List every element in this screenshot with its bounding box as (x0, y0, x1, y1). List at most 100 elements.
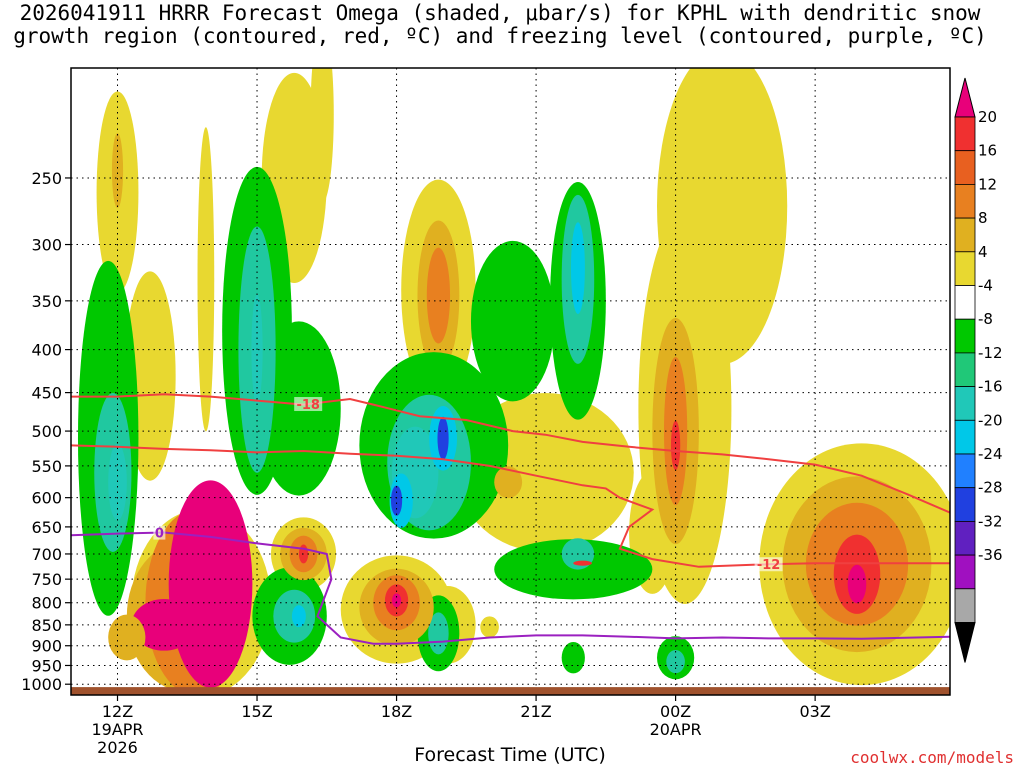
colorbar-label-11: -28 (978, 479, 1003, 497)
plot-frame (70, 67, 951, 696)
colorbar-label-9: -20 (978, 411, 1003, 429)
omega-region-51 (168, 480, 253, 688)
x-tick-date-12Z: 19APR (91, 720, 143, 739)
omega-region-63 (670, 420, 681, 471)
title-line-2: growth region (contoured, red, ºC) and f… (13, 24, 987, 48)
colorbar-swatch-12 (954, 487, 976, 522)
colorbar-label-13: -36 (978, 546, 1003, 564)
chart-title: 2026041911 HRRR Forecast Omega (shaded, … (0, 2, 1000, 48)
omega-region-21 (108, 443, 127, 521)
x-tick-label-15Z: 15Z (241, 702, 272, 721)
colorbar-label-0: 20 (978, 108, 997, 126)
colorbar-label-2: 12 (978, 175, 997, 193)
x-axis-label: Forecast Time (UTC) (414, 744, 606, 766)
dgz-contour-0-label-bg (294, 397, 323, 412)
omega-region-1 (111, 133, 124, 208)
colorbar-swatch-11 (954, 453, 976, 489)
omega-region-8 (426, 247, 451, 344)
dgz-contour-0-label: -18 (296, 398, 320, 413)
omega-region-67 (847, 564, 867, 604)
omega-region-47 (666, 649, 685, 674)
colorbar-top-arrow (954, 77, 976, 118)
omega-region-43 (428, 612, 449, 655)
dgz-contour-1-label: -12 (757, 558, 781, 573)
source-credit: coolwx.com/models (850, 748, 1014, 767)
y-tick-label-750: 750 (31, 570, 62, 589)
colorbar-label-4: 4 (978, 243, 988, 261)
omega-region-68 (494, 466, 523, 499)
y-axis: 250 300 350 400 450 500 550 600 650 700 750 800 850 9… (21, 169, 71, 694)
colorbar-swatch-14 (954, 554, 976, 590)
colorbar-label-1: 16 (978, 142, 997, 160)
x-tick-year-12Z: 2026 (97, 738, 138, 757)
x-tick-label-00Z: 00Z (660, 702, 691, 721)
y-tick-label-850: 850 (31, 616, 62, 635)
y-tick-label-800: 800 (31, 594, 62, 613)
y-tick-label-450: 450 (31, 384, 62, 403)
freezing-contour-0-label: 0 (155, 527, 164, 542)
colorbar-label-8: -16 (978, 378, 1003, 396)
x-tick-label-12Z: 12Z (102, 702, 133, 721)
dgz-contour-1-label-bg (754, 557, 783, 572)
dgz-contour-0 (71, 393, 950, 514)
colorbar-swatch-4 (954, 217, 976, 253)
y-tick-label-500: 500 (31, 422, 62, 441)
ground-surface (71, 687, 950, 695)
title-line-1: 2026041911 HRRR Forecast Omega (shaded, … (19, 1, 981, 25)
colorbar-label-6: -8 (978, 310, 993, 328)
omega-region-53 (108, 614, 146, 661)
colorbar-label-5: -4 (978, 277, 993, 295)
y-tick-label-700: 700 (31, 545, 62, 564)
colorbar-swatch-8 (954, 352, 976, 387)
x-tick-label-21Z: 21Z (520, 702, 551, 721)
colorbar-label-10: -24 (978, 445, 1003, 463)
y-tick-label-400: 400 (31, 341, 62, 360)
colorbar-swatch-5 (954, 251, 976, 286)
y-tick-label-900: 900 (31, 637, 62, 656)
y-tick-label-300: 300 (31, 236, 62, 255)
y-tick-label-650: 650 (31, 518, 62, 537)
dgz-contour-1 (71, 444, 950, 568)
omega-region-69 (573, 560, 592, 566)
omega-region-5 (310, 68, 334, 203)
colorbar-swatch-13 (954, 521, 976, 556)
colorbar-bottom-arrow (954, 622, 976, 663)
colorbar-label-12: -32 (978, 512, 1003, 530)
omega-region-36 (570, 222, 585, 314)
omega-region-31 (390, 485, 403, 516)
omega-region-52 (131, 599, 197, 651)
y-tick-label-550: 550 (31, 457, 62, 476)
colorbar-swatch-9 (954, 386, 976, 421)
y-tick-label-950: 950 (31, 656, 62, 675)
omega-region-17 (480, 616, 499, 638)
colorbar: 20 16 12 8 4 -4 -8 -12 -16 -20 -24 -28 -32 -36 (954, 77, 1003, 663)
freezing-contour-0 (71, 531, 950, 645)
omega-region-33 (437, 416, 449, 460)
omega-region-3 (197, 127, 215, 432)
x-tick-date-00Z: 20APR (650, 720, 702, 739)
contours: -18 -12 0 (71, 393, 950, 645)
colorbar-swatch-2 (954, 150, 976, 185)
colorbar-swatch-15 (954, 588, 976, 623)
colorbar-swatch-6 (954, 285, 976, 320)
colorbar-swatch-1 (954, 116, 976, 152)
colorbar-label-7: -12 (978, 344, 1003, 362)
omega-region-41 (291, 605, 306, 628)
y-tick-label-1000: 1000 (21, 675, 62, 694)
y-tick-label-250: 250 (31, 169, 62, 188)
freezing-contour-0-label-bg (153, 525, 166, 540)
y-tick-label-600: 600 (31, 489, 62, 508)
colorbar-swatch-3 (954, 183, 976, 219)
colorbar-label-3: 8 (978, 209, 988, 227)
colorbar-swatch-10 (954, 419, 976, 455)
x-tick-label-18Z: 18Z (381, 702, 412, 721)
colorbar-swatch-7 (954, 318, 976, 354)
y-tick-label-350: 350 (31, 292, 62, 311)
omega-region-60 (391, 593, 402, 608)
omega-shading (77, 68, 950, 695)
omega-region-27 (470, 240, 555, 402)
omega-region-48 (561, 641, 585, 674)
grid (71, 68, 950, 695)
